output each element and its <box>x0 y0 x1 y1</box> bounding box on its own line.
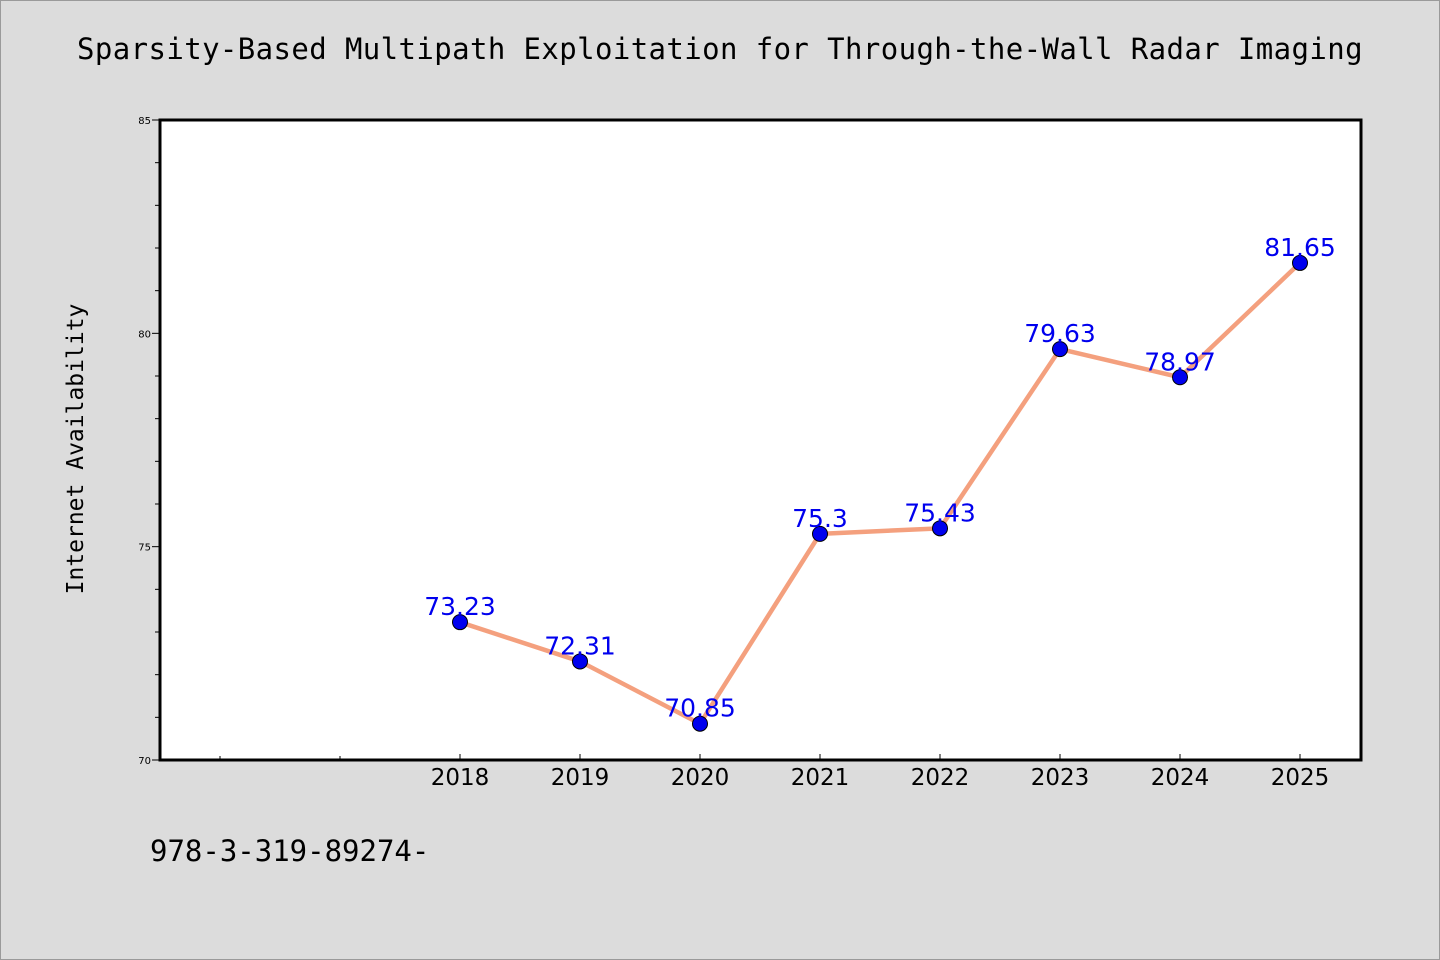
data-point <box>452 614 468 631</box>
x-tick-label: 2025 <box>1271 765 1330 791</box>
y-axis: 70 75 80 85 <box>138 116 160 767</box>
x-tick-label: 2019 <box>551 765 610 791</box>
x-tick-label: 2021 <box>791 765 850 791</box>
data-point <box>692 715 708 732</box>
x-tick-label: 2018 <box>431 765 490 791</box>
series-layer <box>457 260 1303 726</box>
data-label: 75.3 <box>792 504 848 533</box>
y-tick-label: 75 <box>138 543 151 554</box>
y-tick-label: 70 <box>138 756 151 767</box>
x-axis: 2018 2019 2020 2021 2022 2023 2024 2025 <box>219 754 1330 791</box>
plot-area <box>158 118 1363 762</box>
data-label-layer: 73.23 72.31 70.85 75.3 75.43 79.63 78.97 81.65 <box>424 233 1336 723</box>
y-tick-label: 80 <box>138 329 151 340</box>
marker-layer <box>452 254 1308 732</box>
chart-title: Sparsity-Based Multipath Exploitation fo… <box>77 32 1363 66</box>
data-label: 72.31 <box>544 631 616 660</box>
data-label: 78.97 <box>1144 347 1216 376</box>
data-label: 73.23 <box>424 592 496 621</box>
series-line <box>457 260 1303 726</box>
data-point <box>1052 341 1068 358</box>
data-point <box>1292 254 1308 271</box>
x-tick-label: 2023 <box>1031 765 1090 791</box>
x-tick-label: 2024 <box>1151 765 1210 791</box>
data-point <box>812 525 828 542</box>
data-point <box>932 520 948 537</box>
data-point <box>572 653 588 670</box>
data-label: 75.43 <box>904 498 976 527</box>
y-tick-label: 85 <box>138 116 151 127</box>
x-tick-label: 2022 <box>911 765 970 791</box>
data-label: 70.85 <box>664 694 736 723</box>
footnote-text: 978-3-319-89274- <box>150 834 430 868</box>
data-label: 79.63 <box>1024 319 1096 348</box>
data-point <box>1172 369 1188 386</box>
x-tick-label: 2020 <box>671 765 730 791</box>
data-label: 81.65 <box>1264 233 1336 262</box>
